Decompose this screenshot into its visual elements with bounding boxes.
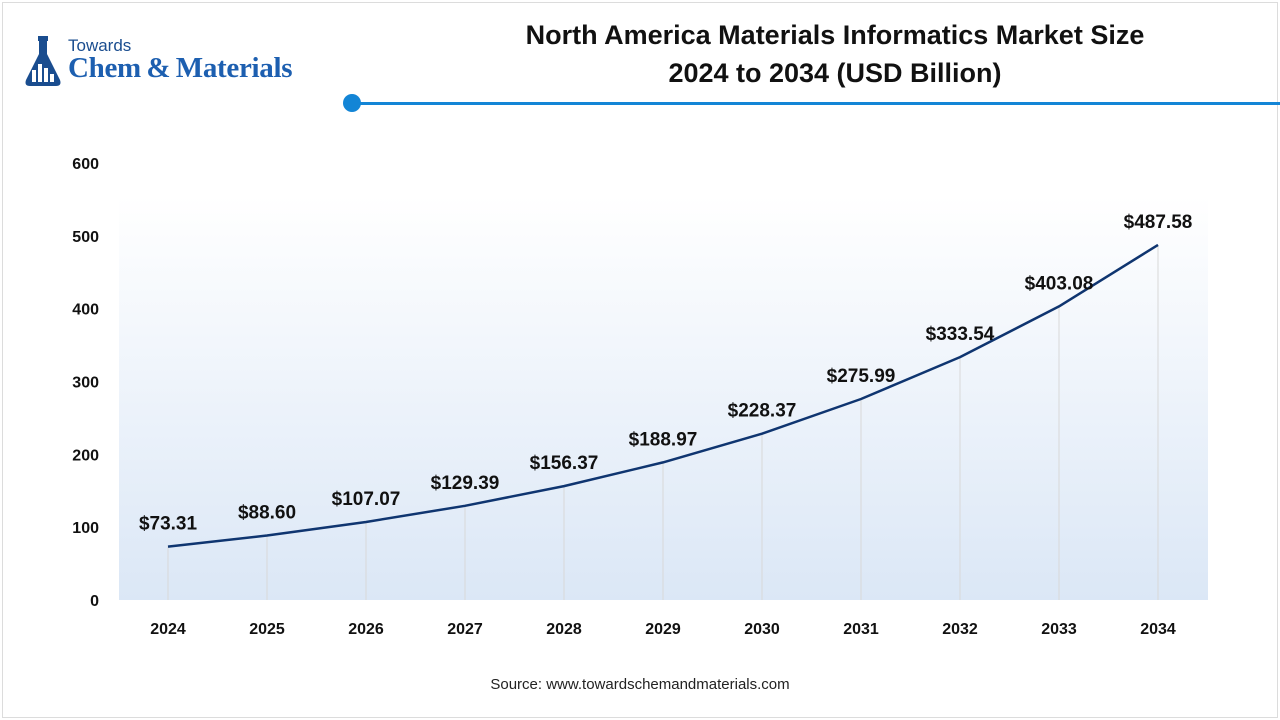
data-label: $275.99 [827,366,896,387]
y-tick-label: 200 [72,447,99,464]
chart-title: North America Materials Informatics Mark… [440,16,1230,92]
x-tick-label: 2027 [447,621,483,638]
x-tick-label: 2030 [744,621,780,638]
source-note: Source: www.towardschemandmaterials.com [490,676,790,693]
chart-title-line-1: North America Materials Informatics Mark… [525,20,1145,50]
flask-icon [25,36,61,86]
data-label: $228.37 [728,401,797,422]
logo-main-text: Chem & Materials [68,52,293,84]
x-tick-label: 2032 [942,621,978,638]
y-tick-label: 0 [90,593,99,610]
y-tick-label: 500 [72,229,99,246]
series-line [167,243,1159,548]
x-tick-label: 2026 [348,621,384,638]
data-label: $188.97 [629,429,698,450]
y-tick-label: 600 [72,156,99,173]
x-tick-label: 2034 [1140,621,1176,638]
x-tick-label: 2024 [150,621,186,638]
x-tick-label: 2033 [1041,621,1077,638]
data-label: $156.37 [530,453,599,474]
header-rule-line [356,102,1280,105]
data-label: $107.07 [332,489,401,510]
y-tick-label: 100 [72,520,99,537]
x-tick-label: 2029 [645,621,681,638]
data-label: $403.08 [1025,273,1094,294]
data-label: $487.58 [1124,212,1193,233]
data-label: $333.54 [926,324,995,345]
x-tick-label: 2028 [546,621,582,638]
x-tick-label: 2031 [843,621,879,638]
brand-logo: Towards Chem & Materials [22,34,342,90]
data-label: $88.60 [238,502,296,523]
logo-towards-text: Towards [68,36,132,55]
chart-title-line-2: 2024 to 2034 (USD Billion) [668,58,1002,88]
y-tick-label: 300 [72,375,99,392]
header-rule-dot [343,94,361,112]
x-tick-label: 2025 [249,621,285,638]
y-tick-label: 400 [72,302,99,319]
data-label: $129.39 [431,473,500,494]
data-label: $73.31 [139,514,198,535]
